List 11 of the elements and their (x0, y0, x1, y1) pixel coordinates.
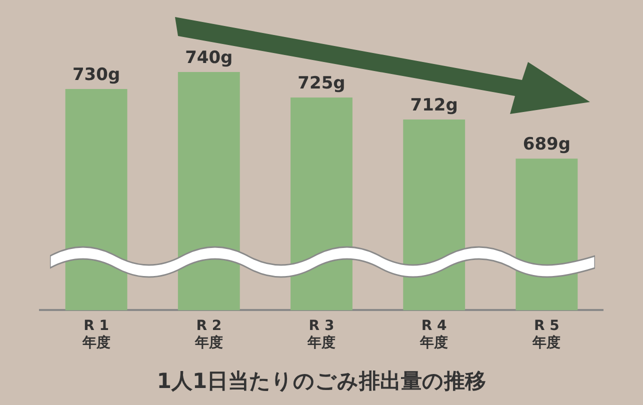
x-tick-label: R 1 年度 (81, 318, 110, 352)
x-tick-label: R 4 年度 (419, 318, 448, 352)
data-label: 712g (410, 95, 458, 116)
data-label: 689g (522, 134, 571, 155)
text: 1人1日当たりのごみ排出量の推移 (156, 368, 486, 393)
data-label: 730g (72, 64, 120, 85)
x-tick-label: R 2 年度 (194, 318, 223, 352)
data-label: 740g (185, 48, 233, 68)
x-tick-label: R 5 年度 (532, 318, 561, 352)
data-label: 725g (298, 73, 346, 94)
x-tick-label: R 3 年度 (306, 318, 336, 352)
